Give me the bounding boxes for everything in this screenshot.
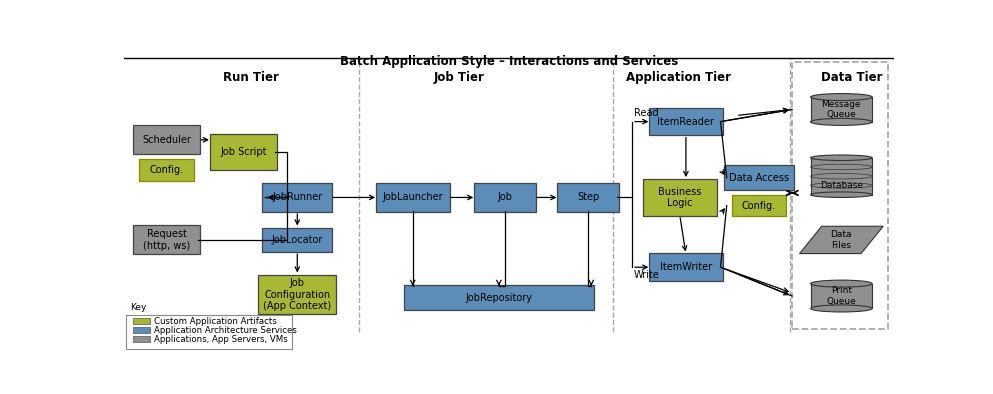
Polygon shape [810,158,872,195]
Text: Step: Step [577,192,600,203]
FancyBboxPatch shape [126,315,292,349]
Text: Job: Job [497,192,512,203]
Text: Applications, App Servers, VMs: Applications, App Servers, VMs [154,335,288,344]
FancyBboxPatch shape [133,327,150,333]
Text: Data
Files: Data Files [830,230,852,250]
Text: Job Script: Job Script [220,147,267,157]
Ellipse shape [810,305,872,312]
Text: ItemWriter: ItemWriter [660,262,712,272]
FancyBboxPatch shape [375,183,450,212]
FancyBboxPatch shape [557,183,620,212]
FancyBboxPatch shape [732,195,786,216]
Text: JobLauncher: JobLauncher [382,192,443,203]
FancyBboxPatch shape [258,275,337,314]
Text: Application Tier: Application Tier [626,71,731,84]
FancyBboxPatch shape [139,160,194,181]
Text: Message
Queue: Message Queue [821,100,861,119]
FancyBboxPatch shape [133,125,201,154]
Text: Business
Logic: Business Logic [658,187,701,208]
FancyBboxPatch shape [404,285,594,310]
Text: Config.: Config. [742,201,777,211]
Text: Config.: Config. [149,165,184,175]
Text: JobLocator: JobLocator [272,235,323,245]
FancyBboxPatch shape [474,183,536,212]
Text: Job
Configuration
(App Context): Job Configuration (App Context) [263,278,332,311]
Text: JobRepository: JobRepository [466,293,532,303]
Ellipse shape [810,118,872,125]
Ellipse shape [810,192,872,197]
FancyBboxPatch shape [133,225,201,255]
Ellipse shape [810,280,872,287]
FancyBboxPatch shape [133,336,150,342]
FancyBboxPatch shape [649,253,723,281]
Text: Custom Application Artifacts: Custom Application Artifacts [154,317,277,326]
Text: Application Architecture Services: Application Architecture Services [154,326,297,335]
Text: Print
Queue: Print Queue [826,286,856,306]
FancyBboxPatch shape [649,108,723,136]
Text: Batch Application Style – Interactions and Services: Batch Application Style – Interactions a… [340,55,678,68]
FancyBboxPatch shape [262,228,333,252]
FancyBboxPatch shape [133,318,150,324]
FancyBboxPatch shape [642,179,717,216]
Text: Run Tier: Run Tier [223,71,279,84]
Text: ItemReader: ItemReader [657,117,714,126]
Text: Database: Database [820,181,863,190]
Ellipse shape [810,93,872,100]
Ellipse shape [810,155,872,160]
Polygon shape [810,97,872,122]
Polygon shape [810,284,872,309]
FancyBboxPatch shape [210,134,277,170]
Text: Job Tier: Job Tier [434,71,485,84]
Text: Write: Write [634,270,659,281]
Text: Request
(http, ws): Request (http, ws) [143,229,190,251]
FancyBboxPatch shape [724,165,794,190]
Text: Data Access: Data Access [729,173,789,183]
Polygon shape [799,226,883,254]
Text: Read: Read [634,108,658,117]
FancyBboxPatch shape [262,183,333,212]
Text: Scheduler: Scheduler [142,135,191,145]
Text: Data Tier: Data Tier [820,71,882,84]
Text: JobRunner: JobRunner [272,192,323,203]
Text: Key: Key [130,303,147,312]
